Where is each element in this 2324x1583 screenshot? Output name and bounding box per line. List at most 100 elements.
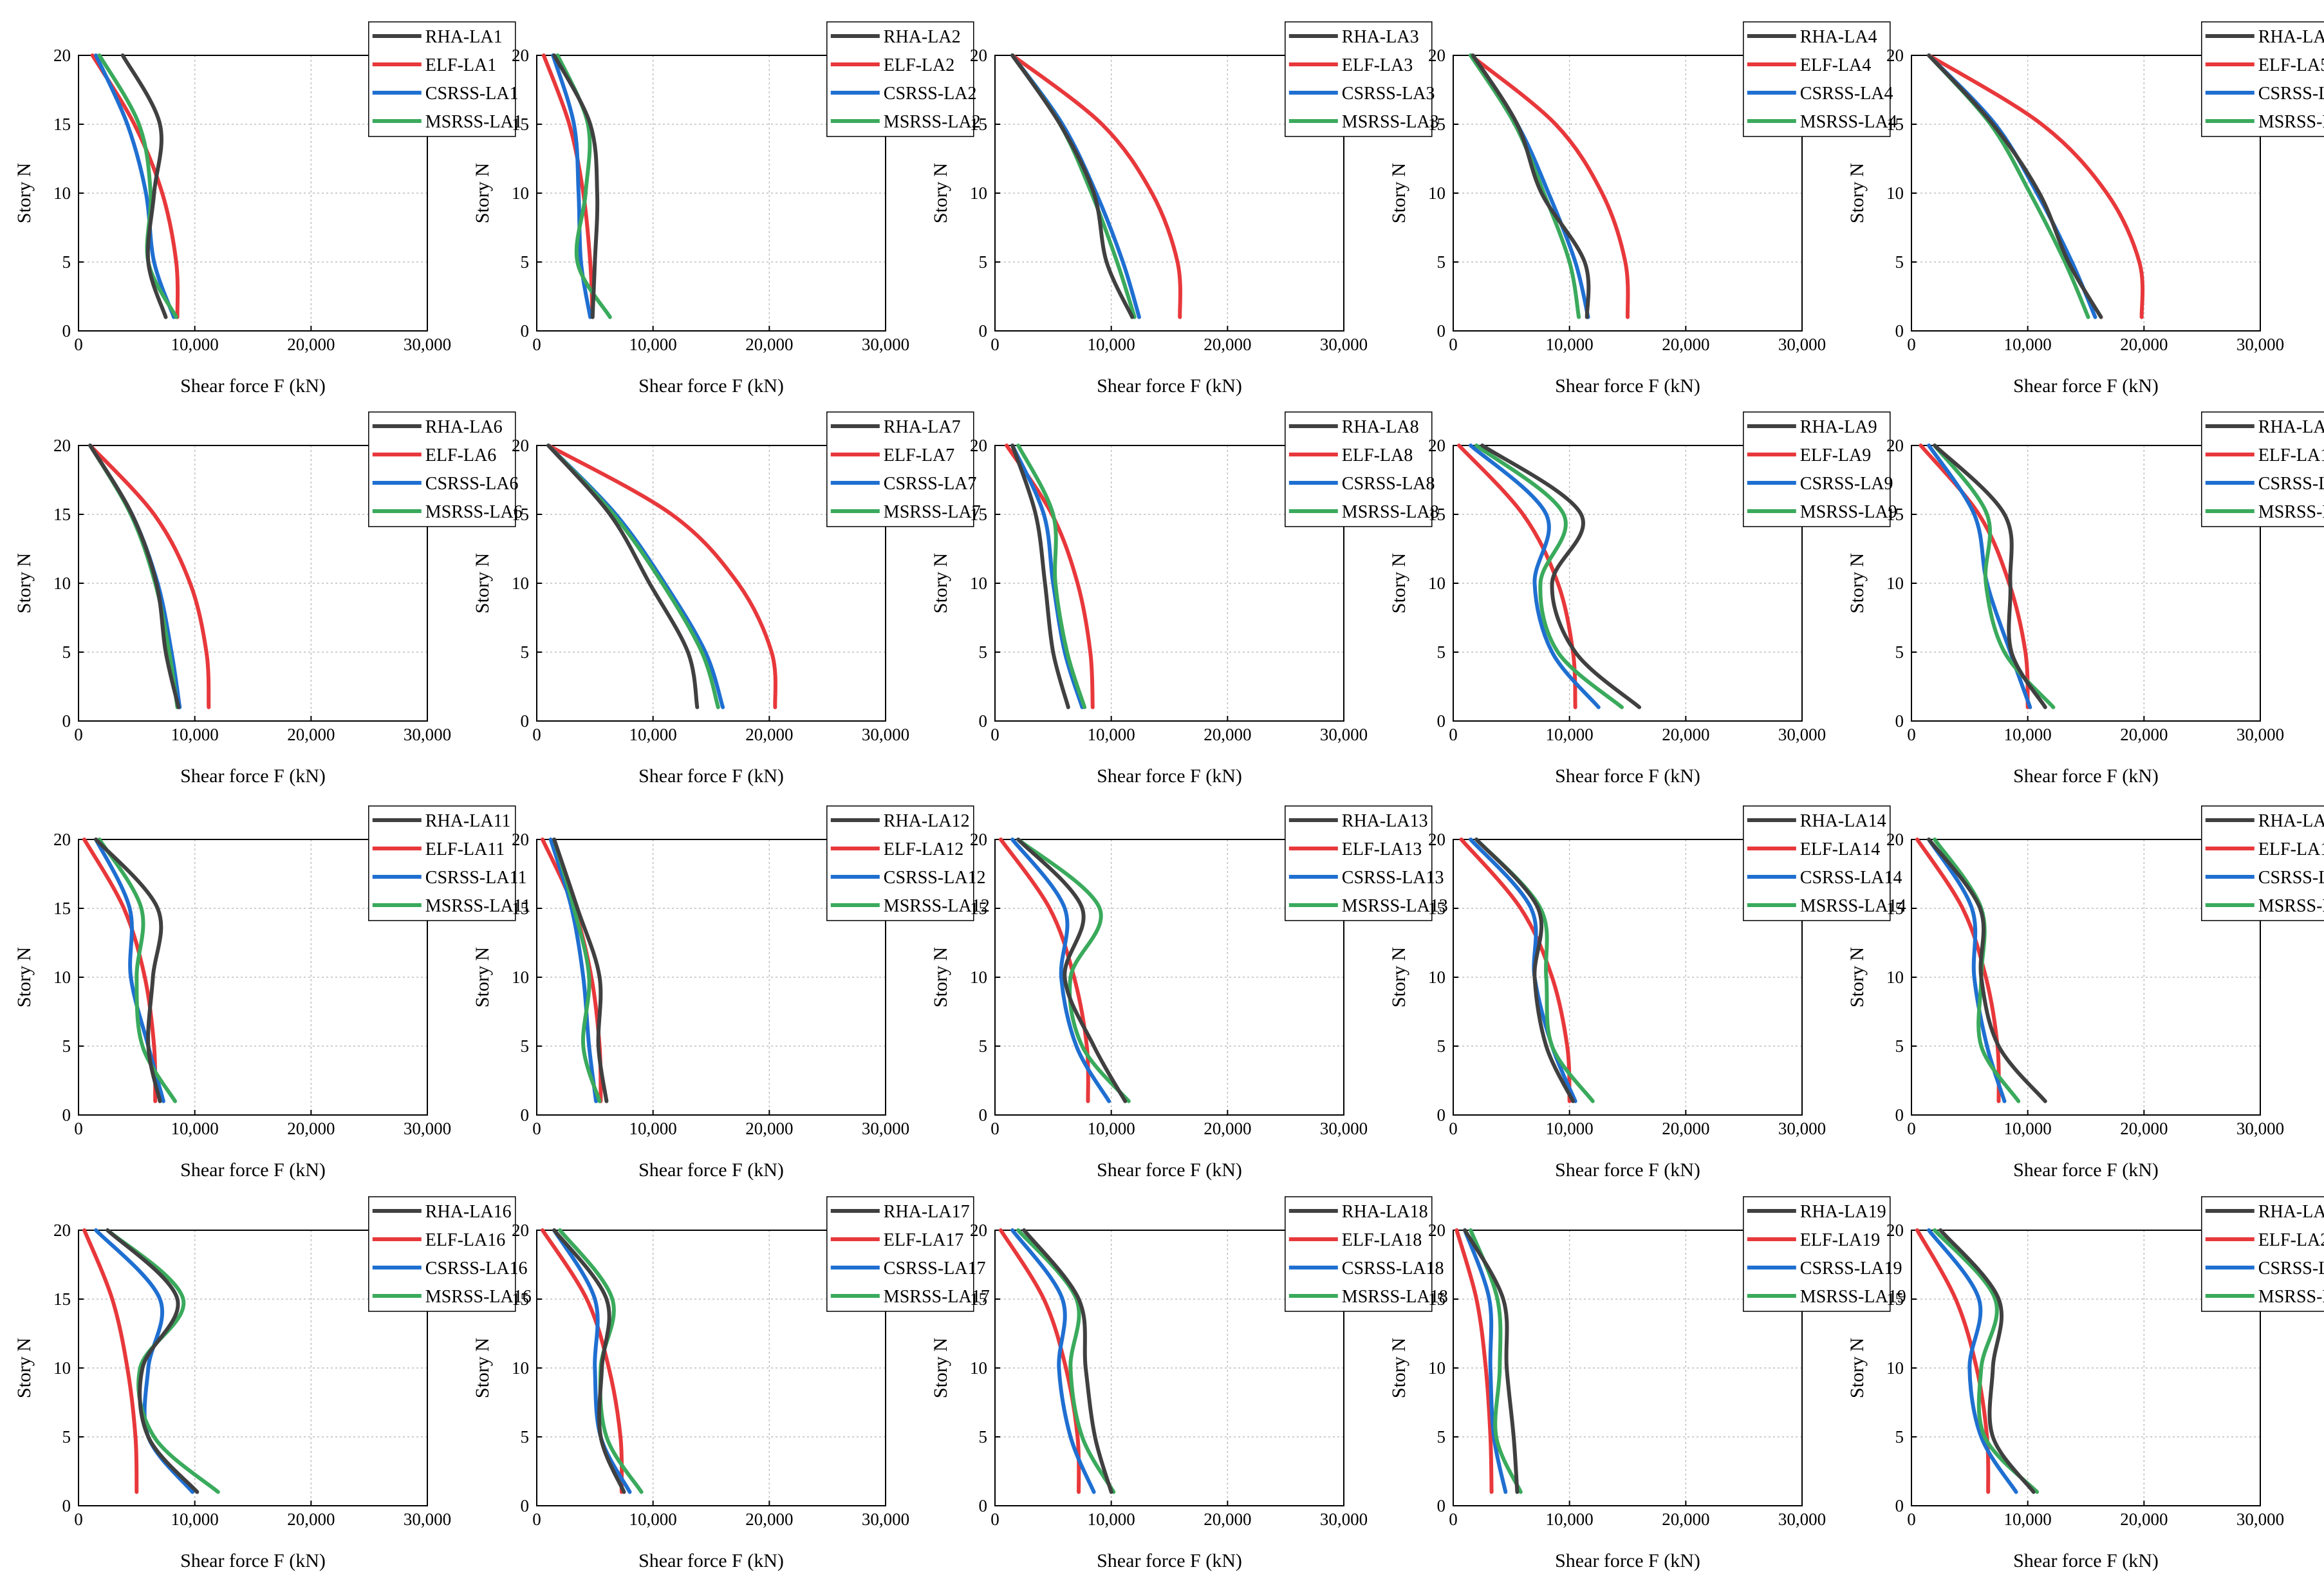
legend-label: RHA-LA13 xyxy=(1342,811,1428,831)
y-tick-label: 15 xyxy=(970,899,987,918)
x-tick-label: 30,000 xyxy=(862,1510,909,1529)
panel-la8: 0 10,000 20,000 30,000 0 5 10 15 20 Shear force F… xyxy=(930,411,1439,787)
series-lines xyxy=(1010,53,1182,319)
y-tick-label: 5 xyxy=(1437,252,1446,272)
legend-label: CSRSS-LA8 xyxy=(1342,474,1435,494)
y-tick-label: 15 xyxy=(53,899,71,918)
legend-label: MSRSS-LA19 xyxy=(1800,1287,1906,1307)
series-line-msrss xyxy=(1016,1228,1116,1494)
y-tick-label: 10 xyxy=(53,1358,71,1378)
y-tick-label: 5 xyxy=(521,1036,530,1056)
series-line-msrss xyxy=(1933,444,2056,709)
y-tick-label: 0 xyxy=(521,321,530,341)
legend-label: CSRSS-LA18 xyxy=(1342,1259,1444,1279)
legend-label: CSRSS-LA7 xyxy=(884,474,977,494)
x-tick-label: 10,000 xyxy=(2004,1119,2052,1138)
x-tick-label: 30,000 xyxy=(1778,335,1826,354)
x-tick-label: 10,000 xyxy=(2004,725,2052,744)
series-lines xyxy=(88,444,211,709)
series-lines xyxy=(1919,444,2056,709)
y-axis-label: Story N xyxy=(14,1338,35,1398)
x-tick-label: 0 xyxy=(1907,335,1916,354)
panel-la12: 0 10,000 20,000 30,000 0 5 10 15 20 Shear force F… xyxy=(472,805,990,1181)
x-tick-label: 20,000 xyxy=(1662,725,1709,744)
y-tick-label: 15 xyxy=(1886,899,1904,918)
legend-label: RHA-LA6 xyxy=(425,417,503,437)
legend-label: ELF-LA14 xyxy=(1800,839,1880,859)
y-axis-label: Story N xyxy=(1388,1338,1409,1398)
series-line-rha xyxy=(1022,1228,1113,1494)
y-tick-label: 0 xyxy=(62,1105,71,1125)
y-tick-label: 20 xyxy=(1428,46,1446,65)
series-line-msrss xyxy=(1474,444,1624,709)
series-line-rha xyxy=(120,53,168,319)
gridlines xyxy=(79,1230,427,1506)
legend: RHA-LA8 ELF-LA8 CSRSS-LA8 MSRSS-LA8 xyxy=(1285,411,1439,527)
legend-label: MSRSS-LA7 xyxy=(884,502,981,522)
x-tick-label: 0 xyxy=(1907,1510,1916,1529)
y-tick-label: 10 xyxy=(1886,1358,1904,1378)
x-tick-label: 0 xyxy=(74,335,83,354)
x-tick-label: 0 xyxy=(1907,1119,1916,1138)
y-tick-label: 10 xyxy=(1886,574,1904,593)
legend-label: RHA-LA5 xyxy=(2258,27,2324,47)
legend-label: MSRSS-LA12 xyxy=(884,896,990,916)
legend-label: MSRSS-LA3 xyxy=(1342,112,1439,132)
y-tick-label: 5 xyxy=(521,1427,530,1447)
legend-label: CSRSS-LA2 xyxy=(884,84,977,104)
series-line-rha xyxy=(1471,53,1591,319)
legend-label: RHA-LA1 xyxy=(425,27,503,47)
series-line-csrss xyxy=(1010,53,1141,319)
series-line-elf xyxy=(1915,838,2001,1103)
legend-label: MSRSS-LA9 xyxy=(1800,502,1897,522)
series-line-csrss xyxy=(1927,1228,2018,1494)
x-axis-label: Shear force F (kN) xyxy=(1555,765,1700,787)
legend: RHA-LA5 ELF-LA5 CSRSS-LA5 MSRSS-LA5 xyxy=(2201,21,2324,137)
x-tick-label: 0 xyxy=(532,1119,541,1138)
legend-label: MSRSS-LA4 xyxy=(1800,112,1897,132)
y-tick-label: 15 xyxy=(970,115,987,134)
series-line-msrss xyxy=(1933,838,2021,1103)
y-tick-label: 20 xyxy=(53,46,71,65)
series-line-elf xyxy=(1010,53,1182,319)
x-tick-label: 10,000 xyxy=(1546,1119,1594,1138)
x-tick-label: 20,000 xyxy=(745,725,793,744)
y-tick-label: 20 xyxy=(512,436,529,455)
series-line-csrss xyxy=(1010,1228,1096,1494)
x-tick-label: 20,000 xyxy=(745,1510,793,1529)
y-tick-label: 10 xyxy=(970,574,987,593)
legend: RHA-LA7 ELF-LA7 CSRSS-LA7 MSRSS-LA7 xyxy=(826,411,981,527)
x-tick-label: 30,000 xyxy=(862,1119,909,1138)
x-tick-label: 10,000 xyxy=(1088,725,1135,744)
legend-label: MSRSS-LA8 xyxy=(1342,502,1439,522)
y-tick-label: 0 xyxy=(62,1496,71,1515)
y-tick-label: 10 xyxy=(1886,183,1904,203)
x-tick-label: 0 xyxy=(990,1119,999,1138)
legend: RHA-LA9 ELF-LA9 CSRSS-LA9 MSRSS-LA9 xyxy=(1743,411,1897,527)
legend-box xyxy=(826,411,974,527)
series-line-msrss xyxy=(1469,53,1581,319)
gridlines xyxy=(995,445,1344,721)
y-tick-label: 15 xyxy=(1428,505,1446,524)
y-tick-label: 0 xyxy=(521,711,530,731)
x-tick-label: 0 xyxy=(532,335,541,354)
x-tick-label: 20,000 xyxy=(745,335,793,354)
legend-label: CSRSS-LA11 xyxy=(425,868,527,888)
gridlines xyxy=(537,839,886,1115)
legend-label: ELF-LA7 xyxy=(884,445,954,465)
series-line-elf xyxy=(541,53,595,319)
legend-label: RHA-LA9 xyxy=(1800,417,1877,437)
series-line-rha xyxy=(1463,1228,1520,1494)
y-tick-label: 0 xyxy=(1437,321,1446,341)
legend-label: ELF-LA3 xyxy=(1342,55,1413,75)
y-tick-label: 10 xyxy=(53,183,71,203)
legend-label: CSRSS-LA12 xyxy=(884,868,986,888)
series-line-rha xyxy=(1927,838,2047,1103)
x-tick-label: 10,000 xyxy=(171,335,219,354)
x-tick-label: 0 xyxy=(74,725,83,744)
series-lines xyxy=(82,838,177,1103)
legend-box xyxy=(1743,1196,1891,1312)
